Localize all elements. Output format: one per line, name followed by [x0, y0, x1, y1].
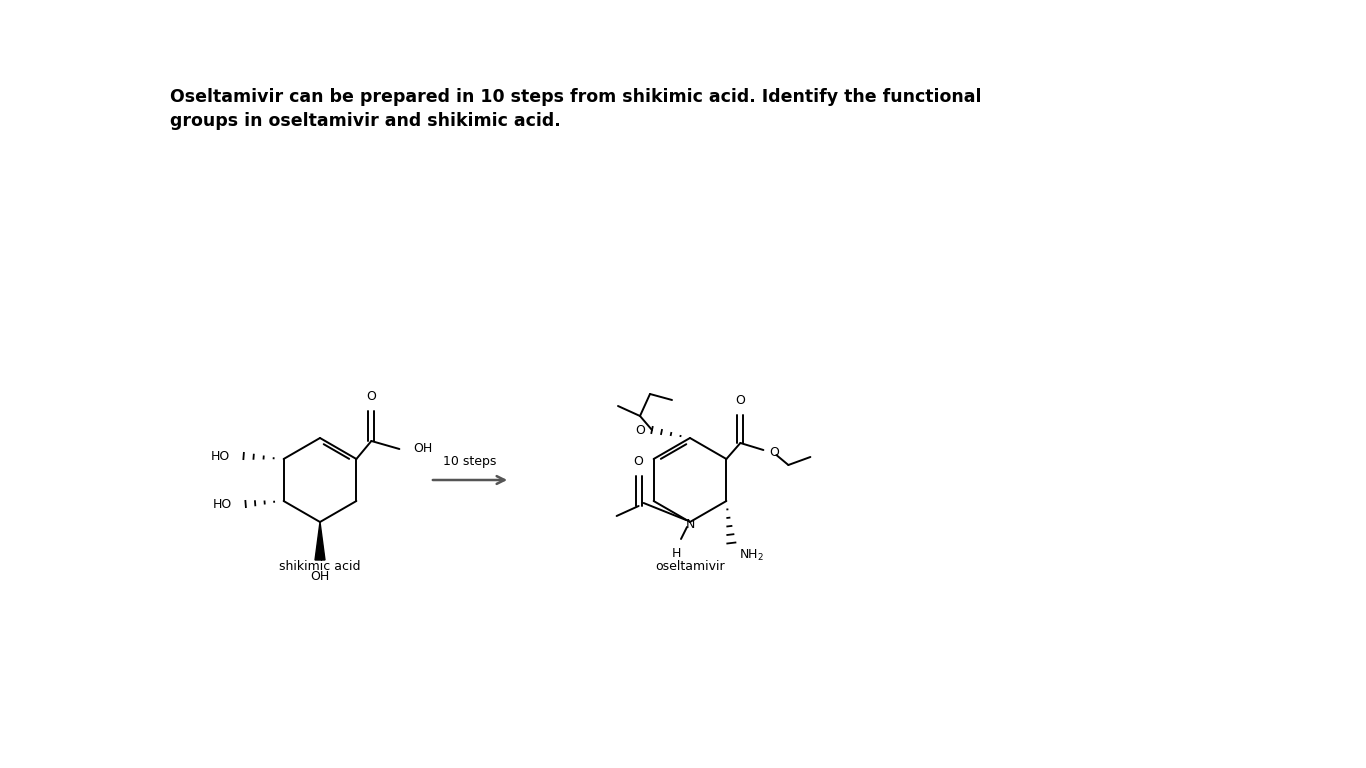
Text: oseltamivir: oseltamivir [656, 560, 725, 573]
Text: shikimic acid: shikimic acid [279, 560, 361, 573]
Text: HO: HO [210, 449, 229, 462]
Polygon shape [316, 522, 325, 560]
Text: O: O [635, 423, 645, 436]
Text: 10 steps: 10 steps [444, 455, 497, 468]
Text: O: O [735, 394, 746, 407]
Text: NH$_2$: NH$_2$ [739, 548, 765, 563]
Text: O: O [366, 390, 376, 403]
Text: OH: OH [310, 570, 329, 583]
Text: groups in oseltamivir and shikimic acid.: groups in oseltamivir and shikimic acid. [169, 112, 561, 130]
Text: O: O [634, 455, 643, 468]
Text: N: N [686, 518, 695, 531]
Text: HO: HO [212, 498, 232, 511]
Text: Oseltamivir can be prepared in 10 steps from shikimic acid. Identify the functio: Oseltamivir can be prepared in 10 steps … [169, 88, 982, 106]
Text: OH: OH [414, 442, 433, 455]
Text: H: H [671, 547, 680, 560]
Text: O: O [769, 446, 779, 459]
